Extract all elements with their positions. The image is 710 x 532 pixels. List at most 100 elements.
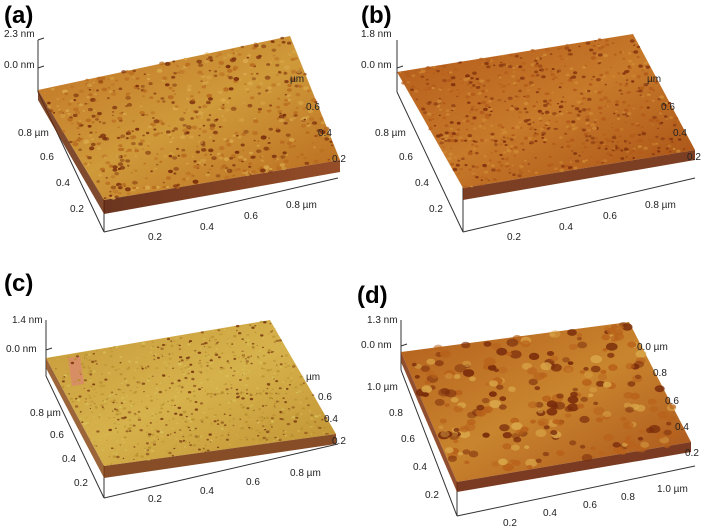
surface-grain xyxy=(594,118,598,122)
surface-grain xyxy=(221,115,224,117)
surface-grain xyxy=(137,418,142,421)
surface-grain xyxy=(96,146,102,150)
surface-grain xyxy=(601,79,604,82)
surface-grain xyxy=(194,349,197,352)
surface-grain xyxy=(260,44,267,49)
surface-grain xyxy=(220,434,224,437)
surface-grain xyxy=(155,367,159,370)
surface-grain xyxy=(261,155,264,158)
surface-grain xyxy=(92,89,95,91)
surface-grain xyxy=(163,402,165,404)
surface-grain xyxy=(487,179,490,182)
surface-grain xyxy=(498,63,504,68)
surface-grain xyxy=(561,164,565,168)
surface-grain xyxy=(499,143,503,146)
surface-grain xyxy=(215,387,219,390)
surface-grain xyxy=(455,165,458,168)
surface-grain xyxy=(303,73,307,76)
surface-grain xyxy=(164,61,171,66)
surface-grain xyxy=(132,424,136,427)
surface-grain xyxy=(261,405,265,407)
surface-grain xyxy=(623,147,629,152)
surface-grain xyxy=(178,70,185,74)
surface-grain xyxy=(245,358,247,360)
surface-grain xyxy=(544,121,550,126)
surface-grain xyxy=(572,387,578,392)
surface-grain xyxy=(112,447,116,450)
surface-grain xyxy=(484,95,488,98)
surface-grain xyxy=(262,431,264,433)
surface-grain xyxy=(254,325,257,327)
surface-grain xyxy=(279,60,284,64)
surface-grain xyxy=(592,44,596,47)
surface-grain xyxy=(208,408,211,410)
surface-grain xyxy=(299,375,302,378)
surface-grain xyxy=(453,405,464,413)
surface-grain xyxy=(258,362,261,364)
surface-grain xyxy=(165,424,168,426)
surface-grain xyxy=(301,407,306,410)
surface-grain xyxy=(485,115,490,119)
surface-grain xyxy=(294,386,298,389)
surface-grain xyxy=(109,76,115,81)
surface-grain xyxy=(210,395,213,398)
surface-grain xyxy=(104,378,108,381)
surface-grain xyxy=(185,425,188,427)
surface-grain xyxy=(134,169,138,172)
surface-grain xyxy=(465,95,471,99)
surface-grain xyxy=(535,62,539,65)
surface-grain xyxy=(261,411,265,414)
surface-grain xyxy=(604,145,609,148)
surface-grain xyxy=(627,52,632,55)
surface-grain xyxy=(201,148,207,152)
surface-grain xyxy=(629,39,635,43)
surface-grain xyxy=(569,168,573,171)
surface-grain xyxy=(191,98,195,101)
surface-grain xyxy=(209,59,214,62)
surface-grain xyxy=(260,135,267,140)
surface-grain xyxy=(191,156,195,158)
surface-grain xyxy=(291,416,295,419)
surface-grain xyxy=(196,167,200,170)
surface-grain xyxy=(497,161,502,164)
surface-grain xyxy=(257,356,259,358)
surface-grain xyxy=(431,374,438,379)
surface-grain xyxy=(168,376,170,378)
surface-grain xyxy=(488,391,497,397)
surface-grain xyxy=(478,63,482,65)
surface-grain xyxy=(268,396,273,400)
surface-grain xyxy=(453,155,457,158)
surface-grain xyxy=(109,164,114,168)
surface-grain xyxy=(276,370,280,373)
surface-grain xyxy=(298,68,302,71)
surface-grain xyxy=(465,119,470,123)
surface-grain xyxy=(130,171,133,174)
surface-grain xyxy=(168,437,171,439)
surface-grain xyxy=(182,439,186,442)
surface-grain xyxy=(206,378,209,381)
surface-grain xyxy=(463,369,475,377)
surface-grain xyxy=(565,58,568,60)
surface-grain xyxy=(175,388,178,390)
surface-grain xyxy=(226,53,232,58)
surface-grain xyxy=(502,432,512,439)
surface-grain xyxy=(461,82,464,84)
surface-grain xyxy=(182,373,186,375)
surface-grain xyxy=(637,138,643,143)
surface-grain xyxy=(67,102,72,106)
surface-grain xyxy=(266,387,269,390)
surface-grain xyxy=(211,156,217,161)
surface-grain xyxy=(282,430,285,432)
surface-grain xyxy=(480,183,484,186)
surface-grain xyxy=(152,117,155,119)
surface-grain xyxy=(275,128,281,133)
surface-grain xyxy=(560,58,564,61)
surface-grain xyxy=(444,369,456,378)
surface-grain xyxy=(581,128,586,132)
surface-grain xyxy=(175,64,180,68)
surface-grain xyxy=(91,114,96,118)
surface-grain xyxy=(202,104,208,109)
surface-grain xyxy=(450,397,459,403)
surface-grain xyxy=(211,165,214,167)
surface-grain xyxy=(112,453,114,455)
